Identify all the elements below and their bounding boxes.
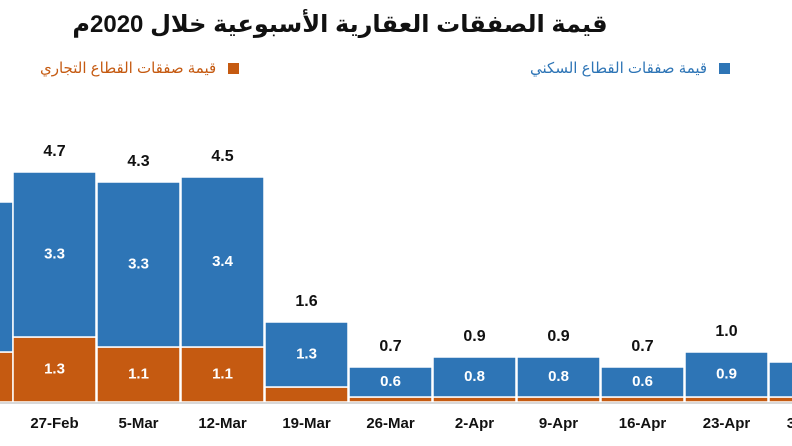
data-label-commercial-12-Mar: 1.1 xyxy=(212,365,233,382)
data-label-residential-2-Apr: 0.8 xyxy=(464,368,485,385)
data-label-total-19-Mar: 1.6 xyxy=(295,293,317,310)
data-label-residential-12-Mar: 3.4 xyxy=(212,253,234,270)
bar-commercial-5-Mar xyxy=(96,346,181,403)
bar-partial-left-residential xyxy=(0,201,14,353)
bar-residential-26-Mar xyxy=(348,366,433,398)
bar-residential-9-Apr xyxy=(516,356,601,398)
bar-residential-19-Mar xyxy=(264,321,349,388)
data-label-residential-16-Apr: 0.6 xyxy=(632,373,653,390)
bar-commercial-27-Feb xyxy=(12,336,97,403)
data-label-commercial-5-Mar: 1.1 xyxy=(128,365,149,382)
data-label-residential-19-Mar: 1.3 xyxy=(296,345,317,362)
data-label-total-23-Apr: 1.0 xyxy=(715,323,737,340)
bar-residential-5-Mar xyxy=(96,181,181,348)
x-tick-label-2-Apr: 2-Apr xyxy=(455,415,494,432)
data-label-total-26-Mar: 0.7 xyxy=(379,338,401,355)
x-tick-label-16-Apr: 16-Apr xyxy=(619,415,667,432)
chart-title: قيمة الصفقات العقارية الأسبوعية خلال 202… xyxy=(72,11,608,38)
bar-residential-16-Apr xyxy=(600,366,685,398)
data-label-total-9-Apr: 0.9 xyxy=(547,328,569,345)
bar-residential-2-Apr xyxy=(432,356,517,398)
data-label-residential-27-Feb: 3.3 xyxy=(44,245,65,262)
bar-commercial-12-Mar xyxy=(180,346,265,403)
legend-swatch-residential xyxy=(719,62,731,74)
legend-swatch-commercial xyxy=(228,62,240,74)
x-tick-label-partial-right: 30-Apr xyxy=(787,415,792,432)
x-tick-label-9-Apr: 9-Apr xyxy=(539,415,578,432)
legend-label-residential: قيمة صفقات القطاع السكني xyxy=(530,60,708,77)
data-label-residential-5-Mar: 3.3 xyxy=(128,255,149,272)
data-label-total-16-Apr: 0.7 xyxy=(631,338,653,355)
data-label-total-2-Apr: 0.9 xyxy=(463,328,485,345)
data-label-total-27-Feb: 4.7 xyxy=(43,143,65,160)
data-label-residential-23-Apr: 0.9 xyxy=(716,365,737,382)
x-tick-label-5-Mar: 5-Mar xyxy=(118,415,158,432)
x-tick-label-27-Feb: 27-Feb xyxy=(30,415,78,432)
x-tick-label-19-Mar: 19-Mar xyxy=(282,415,331,432)
x-tick-label-12-Mar: 12-Mar xyxy=(198,415,247,432)
bar-residential-12-Mar xyxy=(180,176,265,348)
data-label-residential-9-Apr: 0.8 xyxy=(548,368,569,385)
bar-partial-left-commercial xyxy=(0,351,14,403)
data-label-residential-26-Mar: 0.6 xyxy=(380,373,401,390)
x-tick-label-23-Apr: 23-Apr xyxy=(703,415,751,432)
bar-commercial-19-Mar xyxy=(264,386,349,403)
data-label-commercial-27-Feb: 1.3 xyxy=(44,360,65,377)
legend-label-commercial: قيمة صفقات القطاع التجاري xyxy=(40,60,217,77)
x-tick-label-26-Mar: 26-Mar xyxy=(366,415,415,432)
bar-partial-right-commercial xyxy=(768,396,792,403)
bar-residential-27-Feb xyxy=(12,171,97,338)
bar-partial-right-residential xyxy=(768,361,792,398)
bar-residential-23-Apr xyxy=(684,351,769,398)
legend-item-residential: قيمة صفقات القطاع السكني xyxy=(530,58,731,78)
legend-item-commercial: قيمة صفقات القطاع التجاري xyxy=(40,58,240,78)
data-label-total-12-Mar: 4.5 xyxy=(211,148,233,165)
data-label-total-5-Mar: 4.3 xyxy=(127,153,149,170)
